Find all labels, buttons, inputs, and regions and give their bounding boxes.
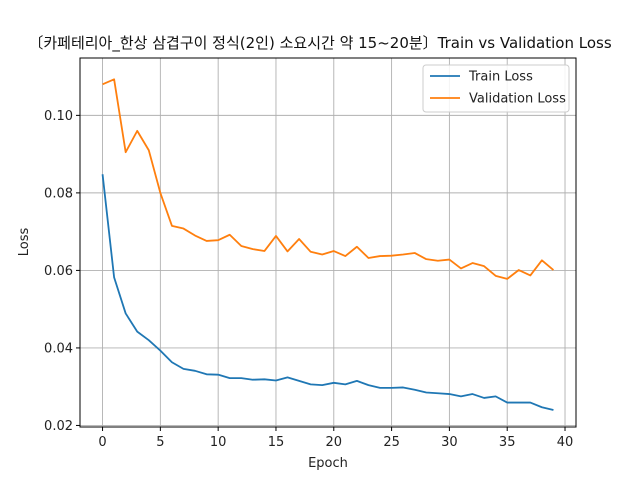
y-tick-label: 0.08 — [44, 186, 73, 201]
x-tick-label: 35 — [499, 435, 516, 450]
legend: Train Loss Validation Loss — [422, 64, 570, 113]
plot-frame — [79, 57, 577, 428]
x-tick-label: 10 — [210, 435, 227, 450]
y-tick-label: 0.02 — [44, 419, 73, 434]
x-tick-label: 20 — [326, 435, 343, 450]
x-tick-label: 0 — [98, 435, 106, 450]
series-lines — [101, 78, 555, 411]
x-tick-label: 15 — [268, 435, 285, 450]
validation-loss-line — [102, 78, 555, 280]
x-tick-label: 40 — [557, 435, 574, 450]
x-tick-label: 5 — [156, 435, 164, 450]
grid — [80, 58, 576, 427]
y-tick-label: 0.06 — [44, 264, 73, 279]
train-loss-legend-label: Train Loss — [468, 70, 533, 85]
x-tick-label: 25 — [383, 435, 400, 450]
x-tick-label: 30 — [441, 435, 458, 450]
y-tick-label: 0.10 — [44, 109, 73, 124]
y-axis-label: Loss — [17, 228, 32, 257]
validation-loss-legend-label: Validation Loss — [469, 92, 566, 107]
axis-ticks: 0 5 10 15 20 25 30 35 40 0.02 0.04 0.06 0.08 0.10 — [44, 109, 573, 450]
chart-title: 〔카페테리아_한상 삼겹구이 정식(2인) 소요시간 약 15~20분〕Trai… — [28, 34, 611, 53]
x-axis-label: Epoch — [308, 456, 348, 471]
y-tick-label: 0.04 — [44, 341, 73, 356]
train-loss-line — [101, 174, 554, 411]
